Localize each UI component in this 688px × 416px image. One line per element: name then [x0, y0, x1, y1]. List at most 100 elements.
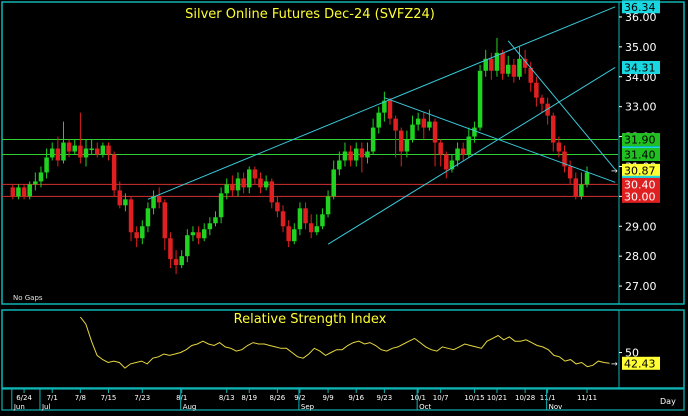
candle-body[interactable]	[252, 169, 258, 179]
candle-body[interactable]	[100, 145, 106, 155]
candle-body[interactable]	[173, 259, 179, 266]
candle-body[interactable]	[140, 226, 145, 239]
candle-body[interactable]	[370, 127, 376, 152]
candle-body[interactable]	[190, 232, 196, 236]
trend-line[interactable]	[384, 97, 616, 183]
candle-body[interactable]	[415, 118, 421, 125]
candle-body[interactable]	[258, 178, 263, 188]
candle-body[interactable]	[517, 58, 522, 77]
candle-body[interactable]	[421, 118, 427, 128]
trend-line[interactable]	[147, 6, 616, 200]
candle-body[interactable]	[320, 214, 325, 227]
candle-body[interactable]	[230, 184, 235, 191]
candle-body[interactable]	[297, 208, 303, 230]
candle-body[interactable]	[156, 196, 162, 203]
candle-body[interactable]	[33, 181, 38, 185]
candle-body[interactable]	[342, 151, 348, 161]
candle-body[interactable]	[218, 193, 224, 218]
candle-body[interactable]	[235, 178, 241, 191]
candle-body[interactable]	[55, 148, 61, 161]
candle-body[interactable]	[399, 130, 404, 152]
candle-body[interactable]	[365, 151, 370, 158]
candle-body[interactable]	[16, 187, 21, 197]
candle-body[interactable]	[393, 118, 398, 131]
candle-body[interactable]	[106, 145, 111, 155]
candle-body[interactable]	[201, 229, 207, 239]
candle-body[interactable]	[489, 58, 494, 71]
candle-body[interactable]	[472, 127, 477, 137]
candle-body[interactable]	[49, 148, 55, 158]
candle-body[interactable]	[562, 151, 567, 167]
candle-body[interactable]	[66, 142, 72, 152]
candle-body[interactable]	[427, 121, 432, 128]
candle-body[interactable]	[511, 64, 517, 77]
candle-body[interactable]	[314, 226, 320, 233]
candle-body[interactable]	[78, 145, 83, 158]
candle-body[interactable]	[89, 148, 94, 151]
candle-body[interactable]	[179, 256, 184, 266]
candle-body[interactable]	[528, 67, 533, 83]
candle-body[interactable]	[494, 52, 500, 71]
candle-body[interactable]	[185, 235, 190, 257]
candle-body[interactable]	[213, 217, 218, 224]
candle-body[interactable]	[359, 148, 365, 158]
candle-body[interactable]	[404, 139, 410, 152]
candle-body[interactable]	[584, 172, 590, 185]
candle-body[interactable]	[348, 151, 353, 161]
candle-body[interactable]	[151, 196, 156, 209]
candle-body[interactable]	[500, 52, 505, 74]
candle-body[interactable]	[477, 70, 483, 128]
candle-body[interactable]	[286, 226, 291, 242]
candle-body[interactable]	[224, 184, 229, 194]
candle-body[interactable]	[263, 181, 269, 188]
candles-layer[interactable]	[10, 37, 590, 275]
rsi-line[interactable]	[80, 316, 610, 369]
candle-body[interactable]	[21, 187, 27, 197]
candle-body[interactable]	[551, 115, 556, 143]
candle-body[interactable]	[410, 124, 415, 140]
candle-body[interactable]	[27, 184, 32, 197]
candle-body[interactable]	[460, 148, 466, 155]
candle-body[interactable]	[505, 64, 511, 74]
candle-body[interactable]	[556, 142, 562, 152]
candle-body[interactable]	[83, 148, 89, 158]
candle-body[interactable]	[337, 160, 342, 170]
candle-body[interactable]	[111, 154, 117, 191]
candle-body[interactable]	[444, 154, 449, 170]
candle-body[interactable]	[331, 169, 336, 197]
candle-body[interactable]	[292, 229, 297, 242]
candle-body[interactable]	[432, 121, 438, 143]
candle-body[interactable]	[387, 100, 393, 119]
trend-line[interactable]	[507, 40, 616, 170]
candle-body[interactable]	[567, 166, 573, 179]
candle-body[interactable]	[376, 112, 381, 128]
candle-body[interactable]	[483, 58, 488, 71]
candle-body[interactable]	[128, 199, 134, 233]
candle-body[interactable]	[573, 178, 579, 197]
candle-body[interactable]	[145, 208, 151, 227]
trend-lines-layer[interactable]	[147, 6, 616, 245]
candle-body[interactable]	[162, 202, 168, 239]
candle-body[interactable]	[241, 178, 246, 188]
candle-body[interactable]	[382, 100, 387, 113]
candle-body[interactable]	[95, 148, 100, 155]
candle-body[interactable]	[308, 223, 314, 233]
candle-body[interactable]	[280, 211, 286, 227]
candle-body[interactable]	[438, 142, 443, 155]
candle-body[interactable]	[61, 142, 66, 161]
candle-body[interactable]	[269, 181, 275, 203]
candle-body[interactable]	[38, 172, 44, 182]
candle-body[interactable]	[44, 157, 49, 173]
candle-body[interactable]	[353, 148, 359, 161]
candle-body[interactable]	[207, 223, 213, 230]
candle-body[interactable]	[196, 232, 201, 239]
candle-body[interactable]	[579, 184, 584, 197]
candle-body[interactable]	[168, 238, 173, 260]
candle-body[interactable]	[117, 190, 123, 206]
candle-body[interactable]	[72, 145, 77, 152]
candle-body[interactable]	[539, 97, 545, 104]
candle-body[interactable]	[134, 232, 139, 239]
candle-body[interactable]	[455, 148, 460, 161]
candle-body[interactable]	[534, 82, 539, 98]
candle-body[interactable]	[325, 196, 331, 215]
